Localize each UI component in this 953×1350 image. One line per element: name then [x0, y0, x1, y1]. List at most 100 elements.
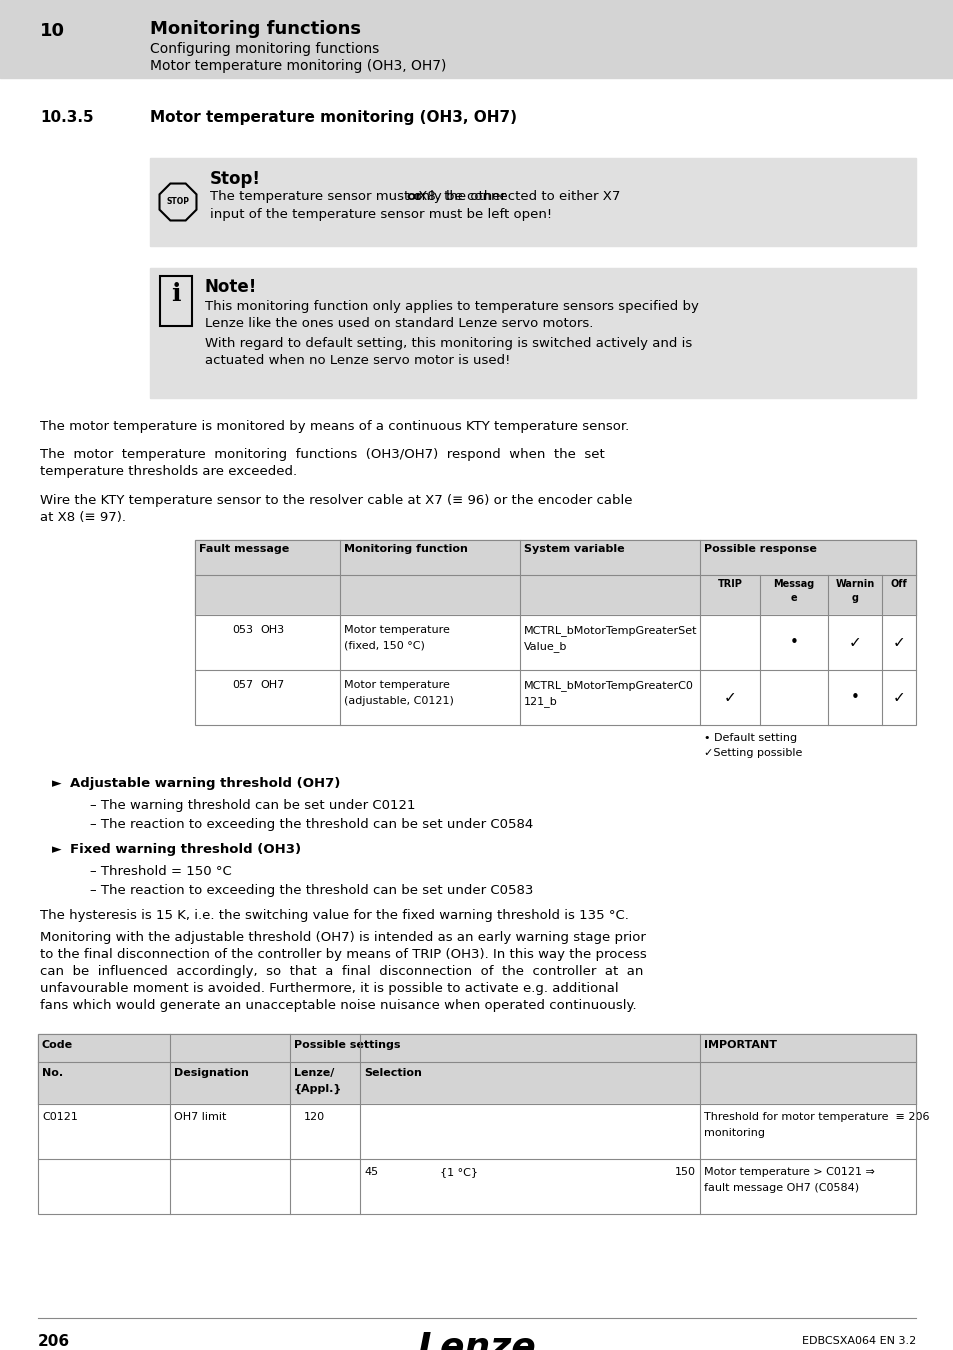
Text: Lenze like the ones used on standard Lenze servo motors.: Lenze like the ones used on standard Len… [205, 317, 593, 329]
Bar [0, 0, 953, 78]
Text: (adjustable, C0121): (adjustable, C0121) [344, 697, 454, 706]
Text: ✓: ✓ [892, 690, 904, 705]
Text: – The reaction to exceeding the threshold can be set under C0583: – The reaction to exceeding the threshol… [90, 884, 533, 896]
Text: 45: 45 [364, 1166, 377, 1177]
Text: •: • [850, 690, 859, 705]
Text: Possible settings: Possible settings [294, 1040, 400, 1050]
Text: •: • [789, 634, 798, 649]
Text: 121_b: 121_b [523, 697, 558, 707]
Text: Value_b: Value_b [523, 641, 567, 652]
Bar [194, 575, 915, 616]
Text: Wire the KTY temperature sensor to the resolver cable at X7 (≡ 96) or the encode: Wire the KTY temperature sensor to the r… [40, 494, 632, 508]
Text: Motor temperature monitoring (OH3, OH7): Motor temperature monitoring (OH3, OH7) [150, 109, 517, 126]
Text: Warnin: Warnin [835, 579, 874, 589]
Text: Lenze/: Lenze/ [294, 1068, 334, 1079]
Text: No.: No. [42, 1068, 63, 1079]
Text: Note!: Note! [205, 278, 257, 296]
Text: The motor temperature is monitored by means of a continuous KTY temperature sens: The motor temperature is monitored by me… [40, 420, 629, 433]
Text: – Threshold = 150 °C: – Threshold = 150 °C [90, 865, 232, 878]
Text: Messag: Messag [773, 579, 814, 589]
Text: Monitoring function: Monitoring function [344, 544, 467, 554]
Text: STOP: STOP [167, 197, 190, 207]
Text: ►: ► [52, 778, 62, 790]
Bar [38, 1034, 915, 1214]
Text: Monitoring with the adjustable threshold (OH7) is intended as an early warning s: Monitoring with the adjustable threshold… [40, 931, 645, 944]
Text: Fault message: Fault message [199, 544, 289, 554]
Text: Selection: Selection [364, 1068, 421, 1079]
Text: ►: ► [52, 842, 62, 856]
Bar [150, 269, 915, 398]
Text: Monitoring functions: Monitoring functions [150, 20, 360, 38]
Text: OH7 limit: OH7 limit [173, 1112, 226, 1122]
Text: OH7: OH7 [260, 680, 284, 690]
Text: e: e [790, 593, 797, 603]
Bar [160, 275, 192, 325]
Text: Fixed warning threshold (OH3): Fixed warning threshold (OH3) [70, 842, 301, 856]
Text: Threshold for motor temperature  ≡ 206: Threshold for motor temperature ≡ 206 [703, 1112, 928, 1122]
Text: 10.3.5: 10.3.5 [40, 109, 93, 126]
Text: ✓: ✓ [723, 690, 736, 705]
Text: Adjustable warning threshold (OH7): Adjustable warning threshold (OH7) [70, 778, 340, 790]
Text: X8, the other: X8, the other [414, 190, 505, 202]
Text: – The warning threshold can be set under C0121: – The warning threshold can be set under… [90, 799, 416, 811]
Text: {Appl.}: {Appl.} [294, 1084, 342, 1095]
Text: Possible response: Possible response [703, 544, 816, 554]
Text: – The reaction to exceeding the threshold can be set under C0584: – The reaction to exceeding the threshol… [90, 818, 533, 832]
Text: 053: 053 [232, 625, 253, 634]
Text: can  be  influenced  accordingly,  so  that  a  final  disconnection  of  the  c: can be influenced accordingly, so that a… [40, 965, 642, 977]
Text: TRIP: TRIP [717, 579, 741, 589]
Text: The temperature sensor must only be connected to either X7: The temperature sensor must only be conn… [210, 190, 624, 202]
Text: • Default setting: • Default setting [703, 733, 797, 743]
Bar [194, 540, 915, 725]
Text: Motor temperature: Motor temperature [344, 625, 450, 634]
Text: Motor temperature: Motor temperature [344, 680, 450, 690]
Text: i: i [172, 282, 180, 306]
Text: Code: Code [42, 1040, 73, 1050]
Text: MCTRL_bMotorTempGreaterC0: MCTRL_bMotorTempGreaterC0 [523, 680, 693, 691]
Bar [38, 1104, 915, 1160]
Text: 120: 120 [304, 1112, 325, 1122]
Text: g: g [851, 593, 858, 603]
Text: 10: 10 [40, 22, 65, 40]
Text: OH3: OH3 [260, 625, 284, 634]
Text: The  motor  temperature  monitoring  functions  (OH3/OH7)  respond  when  the  s: The motor temperature monitoring functio… [40, 448, 604, 460]
Text: 057: 057 [232, 680, 253, 690]
Bar [38, 1062, 915, 1104]
Text: ✓: ✓ [848, 634, 861, 649]
Text: Lenze: Lenze [417, 1330, 536, 1350]
Text: monitoring: monitoring [703, 1129, 764, 1138]
Text: This monitoring function only applies to temperature sensors specified by: This monitoring function only applies to… [205, 300, 699, 313]
Text: to the final disconnection of the controller by means of TRIP (OH3). In this way: to the final disconnection of the contro… [40, 948, 646, 961]
Text: fault message OH7 (C0584): fault message OH7 (C0584) [703, 1183, 859, 1193]
Text: 150: 150 [675, 1166, 696, 1177]
Bar [150, 158, 915, 246]
Text: Designation: Designation [173, 1068, 249, 1079]
Text: EDBCSXA064 EN 3.2: EDBCSXA064 EN 3.2 [801, 1336, 915, 1346]
Text: The hysteresis is 15 K, i.e. the switching value for the fixed warning threshold: The hysteresis is 15 K, i.e. the switchi… [40, 909, 628, 922]
Text: System variable: System variable [523, 544, 624, 554]
Text: Stop!: Stop! [210, 170, 261, 188]
Bar [38, 1034, 915, 1062]
Text: fans which would generate an unacceptable noise nuisance when operated continuou: fans which would generate an unacceptabl… [40, 999, 636, 1012]
Text: unfavourable moment is avoided. Furthermore, it is possible to activate e.g. add: unfavourable moment is avoided. Furtherm… [40, 981, 618, 995]
Text: MCTRL_bMotorTempGreaterSet: MCTRL_bMotorTempGreaterSet [523, 625, 697, 636]
Text: ✓Setting possible: ✓Setting possible [703, 748, 801, 757]
Bar [194, 616, 915, 670]
Text: ✓: ✓ [892, 634, 904, 649]
Text: With regard to default setting, this monitoring is switched actively and is: With regard to default setting, this mon… [205, 338, 692, 350]
Text: input of the temperature sensor must be left open!: input of the temperature sensor must be … [210, 208, 552, 221]
Bar [38, 1160, 915, 1214]
Text: temperature thresholds are exceeded.: temperature thresholds are exceeded. [40, 464, 296, 478]
Text: Motor temperature monitoring (OH3, OH7): Motor temperature monitoring (OH3, OH7) [150, 59, 446, 73]
Text: Off: Off [890, 579, 906, 589]
Text: at X8 (≡ 97).: at X8 (≡ 97). [40, 512, 126, 524]
Text: C0121: C0121 [42, 1112, 78, 1122]
Bar [194, 540, 915, 575]
Text: or: or [406, 190, 422, 202]
Text: 206: 206 [38, 1334, 71, 1349]
Text: {1 °C}: {1 °C} [439, 1166, 477, 1177]
Bar [194, 670, 915, 725]
Text: Configuring monitoring functions: Configuring monitoring functions [150, 42, 379, 55]
Text: actuated when no Lenze servo motor is used!: actuated when no Lenze servo motor is us… [205, 354, 510, 367]
Text: (fixed, 150 °C): (fixed, 150 °C) [344, 641, 424, 651]
